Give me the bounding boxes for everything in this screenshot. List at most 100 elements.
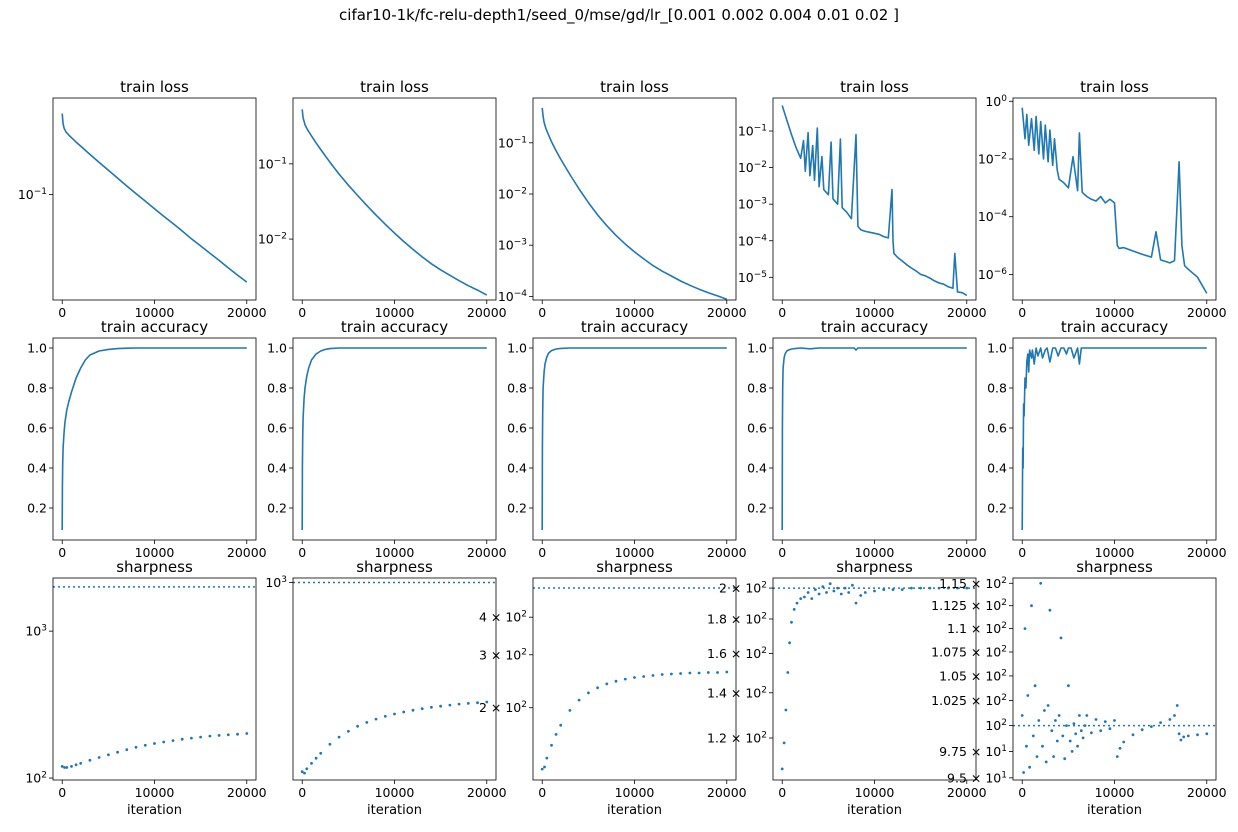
x-tick-label: 20000 [707, 785, 747, 800]
data-point [697, 671, 701, 675]
data-point [642, 675, 646, 678]
data-point [1022, 771, 1025, 774]
data-point [1078, 714, 1081, 717]
data-point [226, 733, 230, 737]
y-tick-label: 10−1 [18, 187, 47, 202]
data-point [559, 723, 563, 727]
data-point [476, 701, 479, 705]
data-point [725, 670, 729, 674]
subplot-title: sharpness [356, 558, 433, 576]
data-point [337, 735, 341, 739]
data-point [587, 691, 590, 695]
data-point [1043, 709, 1046, 712]
data-point [910, 586, 913, 590]
subplot-title: train loss [600, 78, 669, 96]
data-point [457, 702, 461, 706]
data-point [107, 753, 110, 757]
data-point [859, 594, 863, 597]
data-point [1085, 714, 1089, 717]
data-point [786, 671, 790, 674]
x-tick-label: 0 [1018, 305, 1026, 320]
y-tick-label: 10−2 [498, 186, 527, 201]
subplot-1-3: train loss 0 10000 20000 10−1 10−2 10−3 10−4 [498, 78, 747, 320]
x-tick-label: 10000 [375, 785, 415, 800]
data-point [554, 733, 558, 736]
y-tick-label: 10−4 [978, 209, 1007, 224]
y-tick-label: 1.025 × 102 [931, 693, 1007, 708]
y-tick-label: 1.0 [987, 341, 1007, 356]
data-point [448, 703, 452, 707]
data-point [1059, 636, 1063, 640]
data-point [1031, 734, 1035, 738]
data-point [1113, 719, 1116, 722]
subplot-title: train loss [360, 78, 429, 96]
x-tick-label: 10000 [375, 305, 415, 320]
axes-frame [532, 97, 737, 301]
data-point [651, 674, 655, 677]
series-line [781, 347, 967, 531]
data-point [190, 736, 193, 740]
y-tick-label: 1.4 × 102 [707, 685, 767, 700]
y-tick-label: 1.075 × 102 [931, 644, 1007, 659]
x-tick-label: 0 [58, 545, 66, 560]
data-point [854, 601, 858, 605]
data-point [660, 673, 664, 676]
x-tick-label: 10000 [135, 305, 175, 320]
y-tick-label: 0.6 [507, 421, 527, 436]
data-point [1150, 725, 1153, 728]
data-point [1052, 755, 1055, 758]
data-point [1076, 744, 1079, 748]
y-tick-label: 10−4 [738, 233, 767, 248]
y-tick-label: 103 [25, 624, 47, 639]
x-tick-label: 20000 [227, 785, 267, 800]
data-point [97, 756, 101, 759]
axes-frame [772, 97, 977, 301]
data-point [162, 740, 166, 744]
data-point [550, 743, 553, 747]
x-tick-label: 10000 [135, 785, 175, 800]
subplot-1-5: train loss 0 10000 20000 100 10−2 10−4 10−6 [978, 78, 1227, 320]
x-tick-label: 10000 [855, 785, 895, 800]
y-tick-label: 1.0 [747, 341, 767, 356]
data-point [466, 702, 470, 705]
data-point [328, 742, 332, 746]
subplot-3-3: sharpness 0 10000 20000 2 × 102 3 × 102 4 × 10… [479, 558, 747, 818]
subplot-3-2: sharpness 0 10000 20000 103 iteration [265, 558, 506, 818]
data-point [817, 592, 821, 596]
subplot-2-4: train accuracy 0 10000 20000 0.2 0.4 0.6 0.8 1.0 [747, 318, 987, 560]
x-tick-label: 0 [538, 545, 546, 560]
data-point [623, 677, 627, 681]
series-line [301, 109, 488, 296]
data-point [319, 751, 323, 755]
data-point [1070, 750, 1074, 753]
y-tick-label: 9.5 × 101 [947, 770, 1007, 785]
subplot-2-3: train accuracy 0 10000 20000 0.2 0.4 0.6 0.8 1.0 [507, 318, 747, 560]
y-tick-label: 10−1 [738, 124, 767, 139]
x-tick-label: 20000 [467, 545, 507, 560]
y-tick-label: 1.6 × 102 [707, 646, 767, 661]
data-point [1041, 744, 1044, 748]
y-tick-label: 1.8 × 102 [707, 612, 767, 627]
series-line [301, 347, 487, 531]
subplot-1-4: train loss 0 10000 20000 10−1 10−2 10−3 10−4 10−… [738, 78, 987, 320]
data-point [1044, 760, 1048, 764]
data-point [79, 761, 83, 765]
data-point [1033, 684, 1037, 688]
subplot-2-5: train accuracy 0 10000 20000 0.2 0.4 0.6 0.8 1.0 [987, 318, 1227, 560]
axes-frame [1012, 97, 1217, 301]
x-axis-label: iteration [1087, 803, 1142, 818]
data-point [171, 739, 175, 742]
x-axis-label: iteration [607, 803, 662, 818]
data-point [402, 710, 406, 714]
data-point [540, 767, 544, 771]
subplot-title: sharpness [596, 558, 673, 576]
y-tick-label: 103 [265, 575, 287, 590]
data-point [314, 756, 318, 760]
data-point [679, 672, 682, 675]
y-tick-label: 10−6 [978, 267, 1007, 282]
axes-frame [772, 337, 977, 541]
data-point [577, 698, 581, 702]
x-tick-label: 20000 [227, 545, 267, 560]
data-point [1063, 757, 1067, 761]
